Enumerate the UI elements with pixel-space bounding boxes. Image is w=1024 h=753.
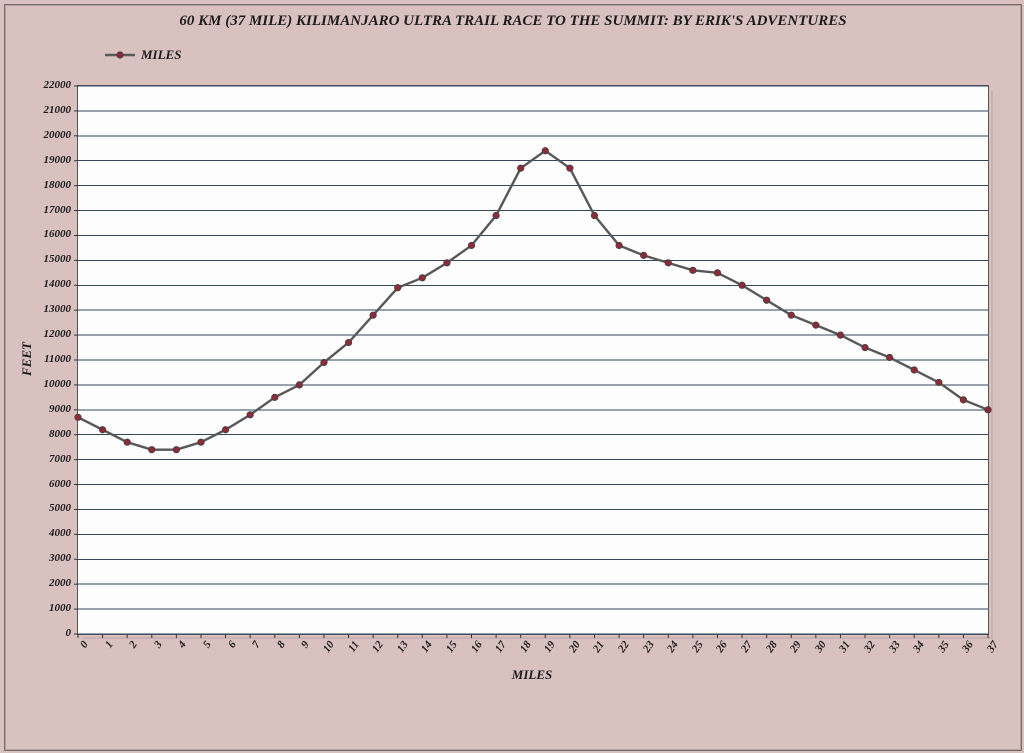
y-tick-label: 10000: [27, 378, 71, 390]
chart-title: 60 KM (37 MILE) KILIMANJARO ULTRA TRAIL …: [5, 13, 1021, 30]
y-tick-label: 21000: [27, 104, 71, 116]
x-tick-label: 11: [338, 639, 362, 666]
x-tick-label: 22: [608, 639, 632, 666]
x-tick-label: 9: [289, 639, 313, 666]
plot-svg: [78, 86, 988, 634]
legend-marker: [105, 49, 135, 61]
y-tick-label: 20000: [27, 129, 71, 141]
x-tick-label: 21: [584, 639, 608, 666]
x-tick-label: 24: [657, 639, 681, 666]
x-tick-label: 17: [485, 639, 509, 666]
x-tick-label: 30: [805, 639, 829, 666]
x-tick-label: 5: [190, 639, 214, 666]
x-tick-label: 19: [535, 639, 559, 666]
y-tick-label: 16000: [27, 228, 71, 240]
y-tick-label: 8000: [27, 428, 71, 440]
x-tick-label: 6: [215, 639, 239, 666]
x-tick-label: 0: [67, 639, 91, 666]
y-tick-label: 14000: [27, 278, 71, 290]
x-tick-label: 8: [264, 639, 288, 666]
x-tick-label: 26: [707, 639, 731, 666]
x-tick-label: 15: [436, 639, 460, 666]
y-tick-label: 1000: [27, 602, 71, 614]
y-tick-label: 5000: [27, 502, 71, 514]
y-tick-label: 7000: [27, 453, 71, 465]
x-tick-label: 34: [903, 639, 927, 666]
x-tick-label: 18: [510, 639, 534, 666]
x-tick-label: 32: [854, 639, 878, 666]
y-tick-label: 13000: [27, 303, 71, 315]
x-tick-label: 23: [633, 639, 657, 666]
x-tick-label: 12: [362, 639, 386, 666]
x-tick-label: 3: [141, 639, 165, 666]
y-tick-label: 2000: [27, 577, 71, 589]
x-axis-label: MILES: [77, 667, 987, 683]
y-tick-label: 15000: [27, 253, 71, 265]
y-tick-label: 0: [27, 627, 71, 639]
plot-area: [77, 85, 989, 635]
x-tick-label: 4: [166, 639, 190, 666]
y-tick-label: 6000: [27, 478, 71, 490]
x-tick-label: 14: [412, 639, 436, 666]
x-tick-label: 35: [928, 639, 952, 666]
x-tick-label: 10: [313, 639, 337, 666]
x-tick-label: 33: [879, 639, 903, 666]
y-tick-label: 17000: [27, 204, 71, 216]
x-tick-label: 2: [116, 639, 140, 666]
x-tick-label: 16: [461, 639, 485, 666]
x-tick-label: 20: [559, 639, 583, 666]
y-tick-label: 11000: [27, 353, 71, 365]
x-tick-label: 37: [977, 639, 1001, 666]
x-tick-label: 29: [780, 639, 804, 666]
x-tick-label: 31: [830, 639, 854, 666]
y-tick-label: 22000: [27, 79, 71, 91]
y-tick-label: 19000: [27, 154, 71, 166]
y-tick-label: 18000: [27, 179, 71, 191]
x-tick-label: 27: [731, 639, 755, 666]
x-tick-label: 1: [92, 639, 116, 666]
y-tick-label: 4000: [27, 527, 71, 539]
y-tick-label: 12000: [27, 328, 71, 340]
x-tick-label: 7: [239, 639, 263, 666]
x-tick-label: 36: [953, 639, 977, 666]
chart-frame: 60 KM (37 MILE) KILIMANJARO ULTRA TRAIL …: [4, 4, 1022, 751]
legend-label: MILES: [141, 47, 181, 63]
x-tick-label: 25: [682, 639, 706, 666]
y-tick-label: 3000: [27, 552, 71, 564]
x-tick-label: 28: [756, 639, 780, 666]
legend: MILES: [105, 47, 181, 63]
y-tick-label: 9000: [27, 403, 71, 415]
x-tick-label: 13: [387, 639, 411, 666]
